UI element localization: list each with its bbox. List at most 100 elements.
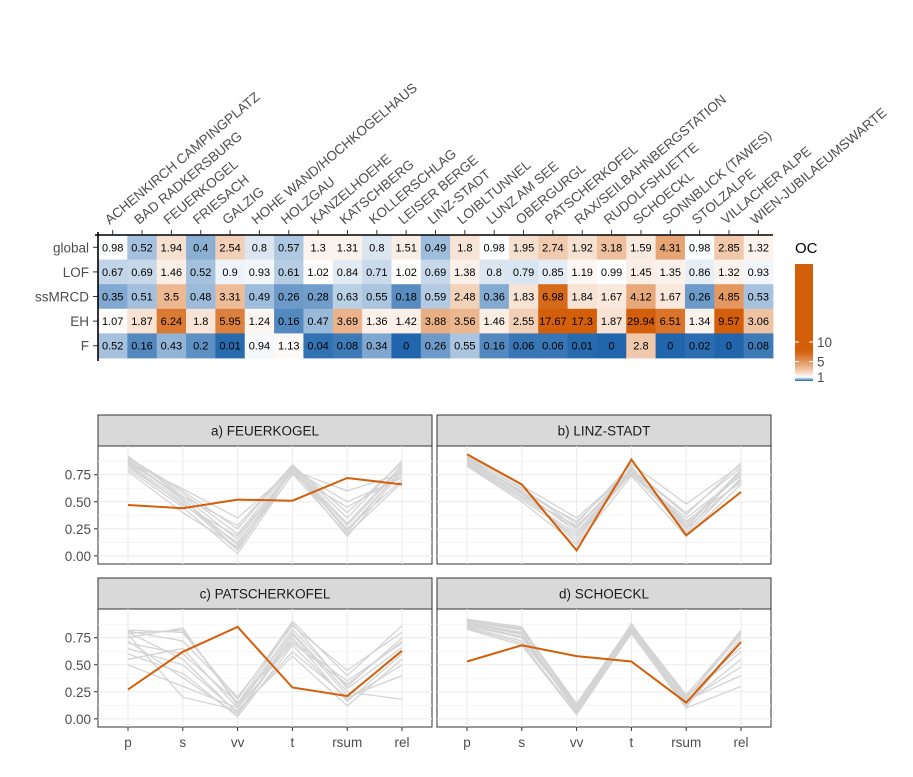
x-axis-tick-label: rsum [332, 735, 362, 750]
heatmap-cell [186, 333, 216, 359]
heatmap-cell [596, 284, 627, 310]
heatmap-row-label: F [81, 339, 89, 354]
heatmap-cell [420, 333, 451, 359]
heatmap-cell [567, 259, 598, 285]
heatmap-cell-label: 1.45 [630, 267, 651, 279]
heatmap-cell [743, 259, 774, 285]
heatmap-cell [508, 284, 539, 310]
heatmap-cell [127, 308, 158, 334]
heatmap-cell [714, 308, 745, 334]
heatmap-cell [567, 235, 598, 260]
heatmap-cell [743, 235, 774, 260]
heatmap-cell-label: 0.52 [190, 267, 211, 279]
heatmap-cell [538, 259, 568, 285]
heatmap-cell [508, 333, 539, 359]
line-panel: c) PATSCHERKOFEL 0.00 0.25 0.50 0.75 p s vv t rsu… [65, 577, 433, 750]
legend-colorbar [795, 264, 813, 381]
heatmap-cell-label: 1.46 [483, 316, 504, 328]
heatmap-cell [450, 259, 480, 285]
heatmap-cell-label: 3.88 [425, 316, 446, 328]
heatmap-column-label: WIEN-JUBILAEUMSWARTE [748, 105, 890, 227]
heatmap-cell [362, 284, 392, 310]
heatmap-cell-label: 1.46 [161, 267, 182, 279]
heatmap-cell [391, 308, 422, 334]
heatmap-cell-label: 1.02 [307, 267, 328, 279]
heatmap-cell-label: 1.35 [660, 267, 681, 279]
heatmap-cell [596, 333, 627, 359]
heatmap-cell [538, 235, 568, 260]
heatmap-cell-label: 2.55 [513, 316, 534, 328]
heatmap-cell [303, 308, 334, 334]
y-axis-tick-label: 0.25 [65, 522, 91, 537]
heatmap-cell [156, 333, 187, 359]
panel-title: b) LINZ-STADT [558, 424, 651, 439]
heatmap-cell-label: 0.61 [278, 267, 299, 279]
heatmap-cell [127, 284, 158, 310]
heatmap-cell [215, 308, 246, 334]
heatmap-cell-label: 0.53 [748, 292, 769, 304]
heatmap-cell [98, 308, 128, 334]
heatmap-cell [626, 333, 657, 359]
heatmap-row-label: global [53, 240, 89, 255]
heatmap-cell-label: 0.84 [337, 267, 358, 279]
heatmap-cell [332, 333, 363, 359]
heatmap-cell [420, 259, 451, 285]
background-series-line [127, 634, 403, 711]
heatmap-cell-label: 3.18 [601, 242, 622, 254]
x-axis-tick-label: p [124, 735, 132, 750]
heatmap-cell-label: 0 [667, 341, 673, 353]
heatmap-cell-label: 0.85 [542, 267, 563, 279]
heatmap-cell [332, 284, 363, 310]
heatmap-cell-label: 0.51 [131, 292, 152, 304]
heatmap-cell-label: 1.92 [572, 242, 593, 254]
heatmap-cell-label: 1.87 [131, 316, 152, 328]
heatmap-cell [244, 259, 275, 285]
panel-title: a) FEUERKOGEL [211, 424, 320, 439]
heatmap-cell [362, 235, 392, 260]
heatmap-row-label: ssMRCD [35, 290, 89, 305]
heatmap-cell-label: 0.49 [249, 292, 270, 304]
heatmap-cell-label: 0.34 [366, 341, 387, 353]
heatmap-cell-label: 0.94 [249, 341, 270, 353]
heatmap-cell-label: 1.83 [513, 292, 534, 304]
heatmap-cell [450, 284, 480, 310]
heatmap-cell-label: 3.31 [219, 292, 240, 304]
heatmap-cell-label: 0.18 [395, 292, 416, 304]
heatmap-cell-label: 1.02 [395, 267, 416, 279]
background-series-line [466, 623, 742, 710]
heatmap-cell [508, 235, 539, 260]
heatmap-cell-label: 0.55 [366, 292, 387, 304]
highlight-series-line [466, 453, 742, 553]
heatmap-cell-label: 2.85 [718, 242, 739, 254]
heatmap-cell-label: 0 [403, 341, 409, 353]
heatmap-cell-label: 3.56 [454, 316, 475, 328]
heatmap-cell-label: 0.4 [193, 242, 208, 254]
heatmap-cell-label: 1.36 [366, 316, 387, 328]
heatmap-cell [479, 284, 510, 310]
heatmap-cell-label: 17.3 [572, 316, 593, 328]
x-axis-tick-label: p [463, 735, 471, 750]
background-series-line [127, 622, 403, 705]
line-panel: b) LINZ-STADT [436, 414, 772, 565]
heatmap-cell [332, 308, 363, 334]
heatmap-cell-label: 0.01 [572, 341, 593, 353]
legend-tick-label: 10 [817, 335, 832, 350]
heatmap-cell-label: 0.98 [483, 242, 504, 254]
heatmap-row-label: LOF [63, 265, 89, 280]
heatmap-cell-label: 17.67 [539, 316, 567, 328]
heatmap-cell-label: 0.02 [689, 341, 710, 353]
heatmap-cell [244, 235, 275, 260]
heatmap-cell-label: 0.86 [689, 267, 710, 279]
background-series-line [127, 455, 403, 527]
heatmap-cell [98, 333, 128, 359]
heatmap-cell [274, 235, 304, 260]
heatmap-cell-label: 4.12 [630, 292, 651, 304]
heatmap-cell [156, 259, 187, 285]
heatmap-cell [98, 284, 128, 310]
heatmap-cell [714, 259, 745, 285]
heatmap-cell [215, 235, 246, 260]
heatmap-cell-label: 1.42 [395, 316, 416, 328]
heatmap-cell [567, 284, 598, 310]
heatmap-cell-label: 0.06 [513, 341, 534, 353]
